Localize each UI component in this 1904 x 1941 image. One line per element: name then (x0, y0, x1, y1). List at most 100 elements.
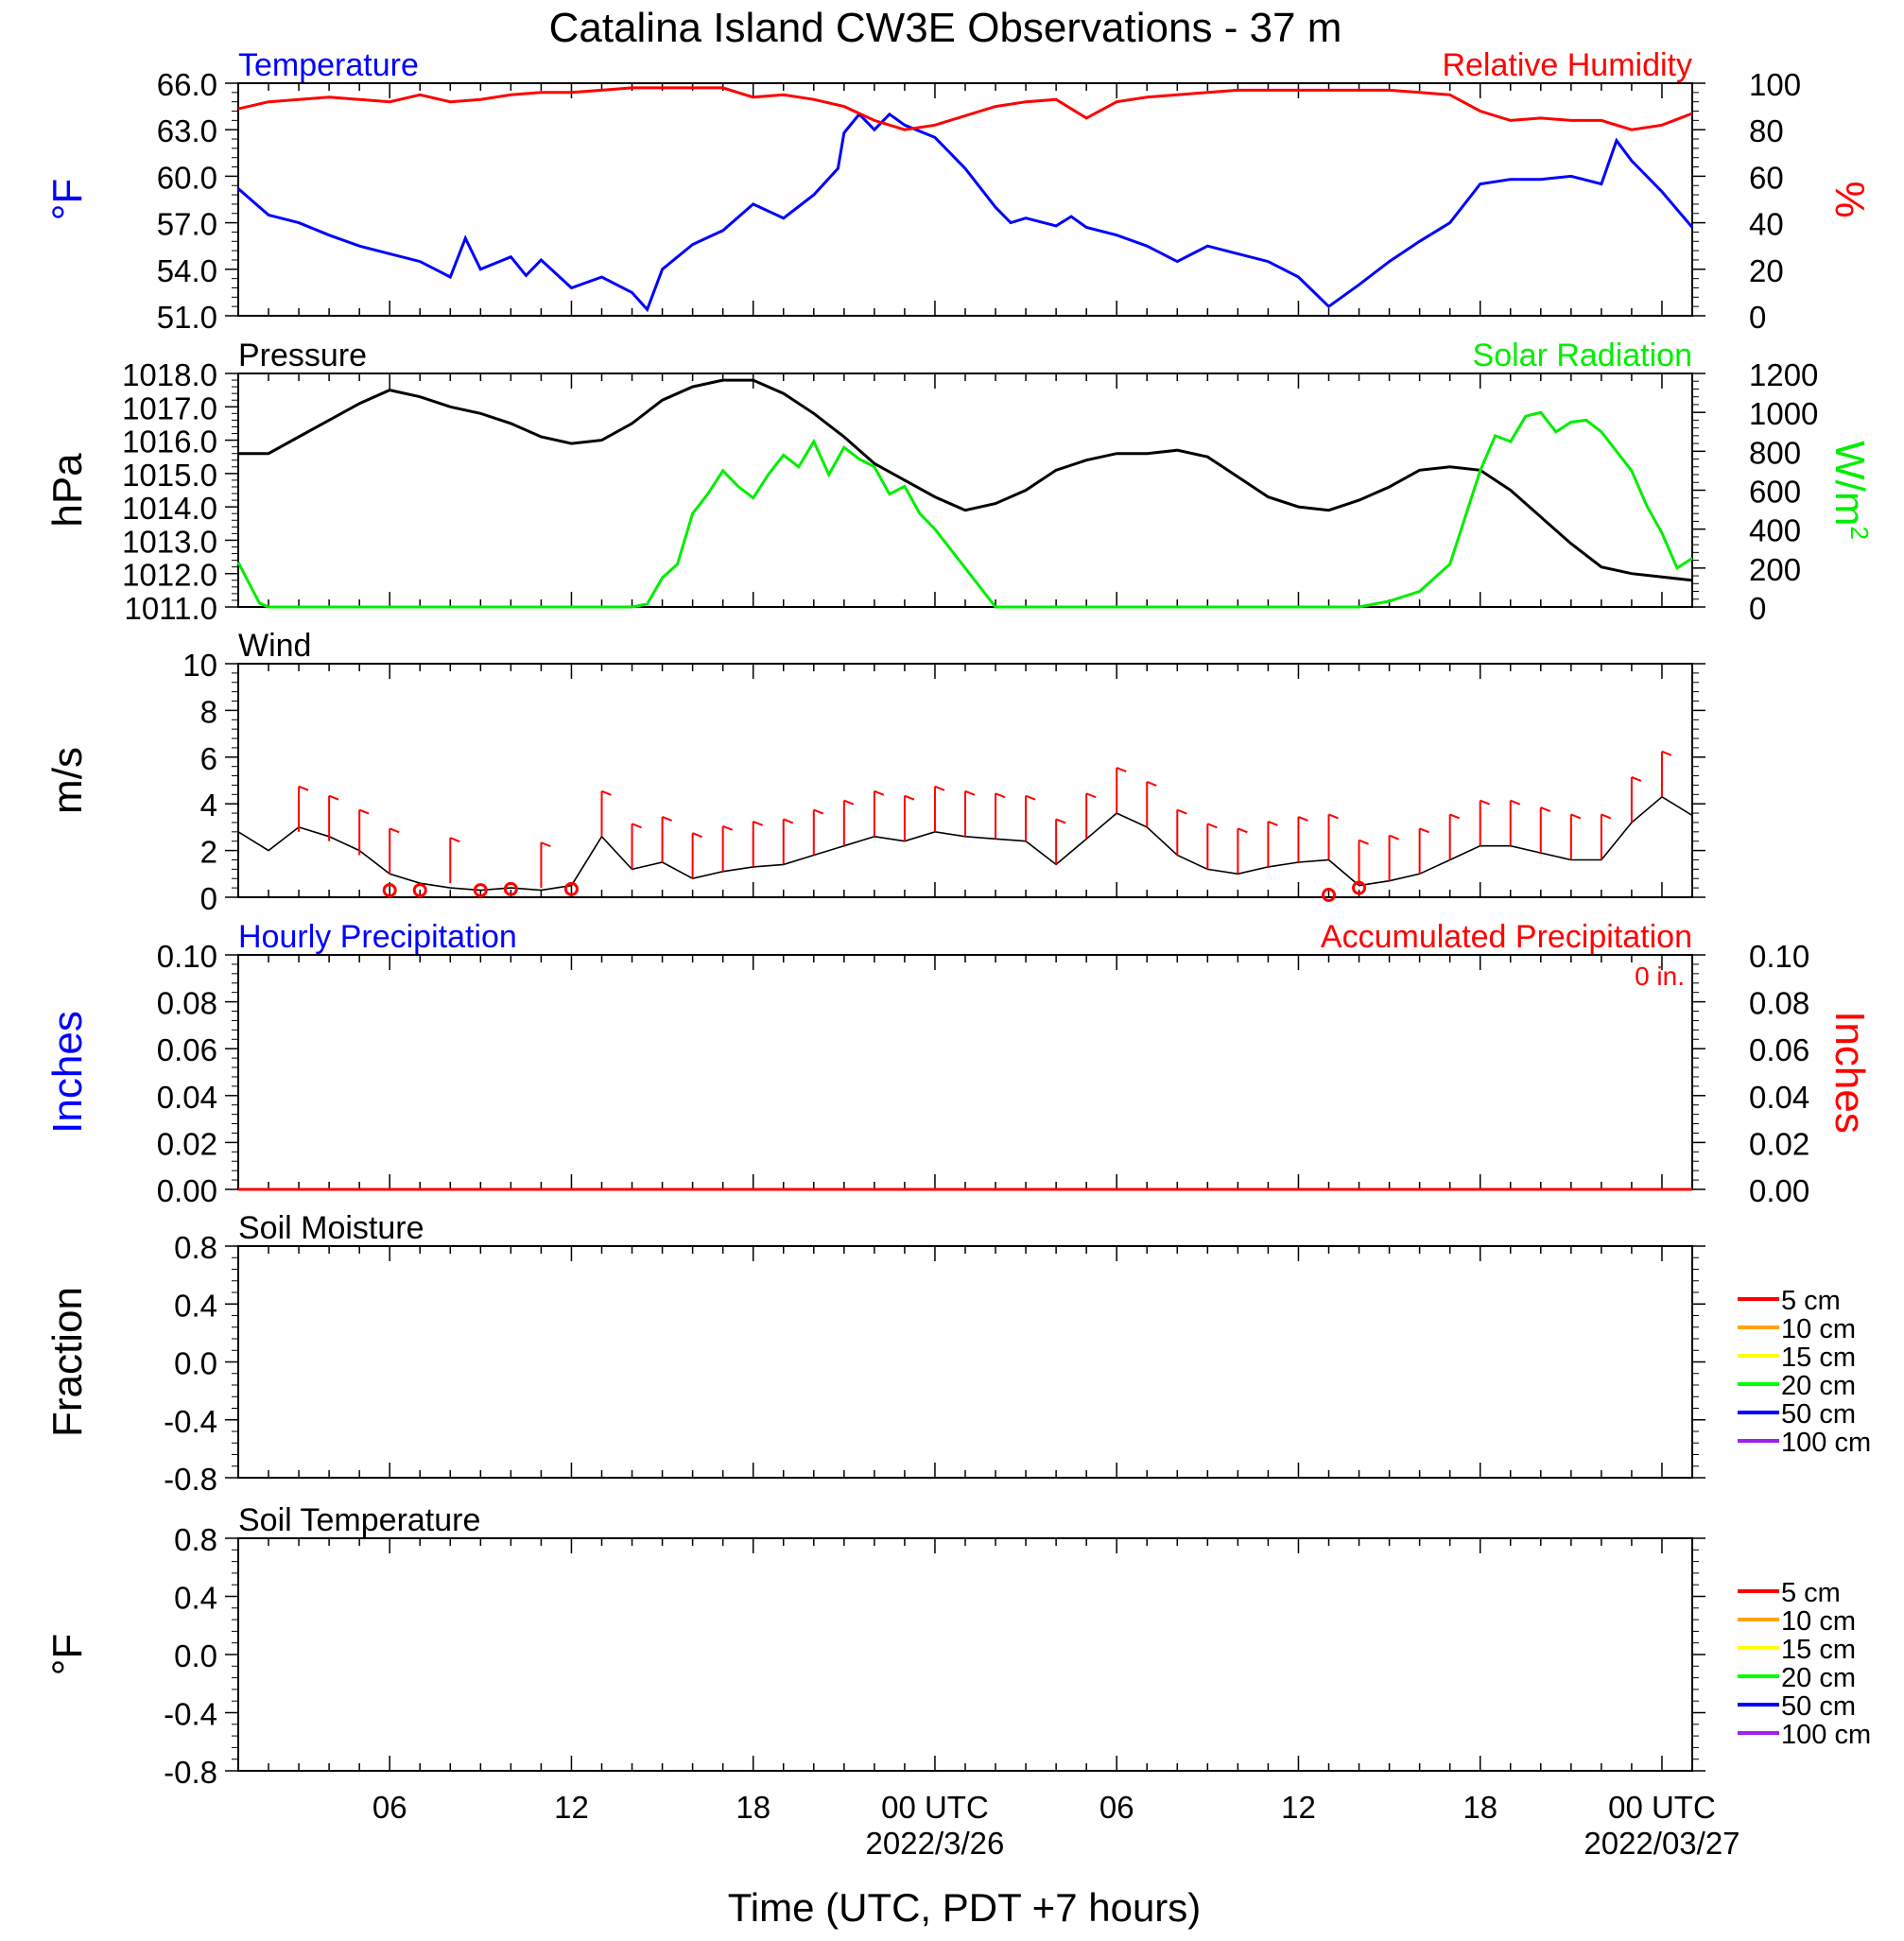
series-pressure (238, 378, 1693, 582)
y-left-tick-label: 1018.0 (122, 357, 217, 392)
wind-barb-flag (1025, 794, 1036, 801)
y-left-tick-label: 0 (200, 881, 217, 916)
y-left-tick-label: 1017.0 (122, 390, 217, 425)
panel-right-title: Accumulated Precipitation (1321, 919, 1692, 955)
y-left-tick-label: 1011.0 (125, 591, 217, 626)
y-left-axis-label: °F (44, 179, 91, 220)
y-left-tick-label: 57.0 (157, 207, 217, 242)
y-left-tick-label: 54.0 (157, 253, 217, 288)
y-left-tick-label: 60.0 (157, 160, 217, 195)
wind-barb-flag (1206, 823, 1218, 829)
y-left-tick-label: 8 (200, 694, 217, 729)
x-tick-label: 06 (1099, 1790, 1134, 1825)
x-tick-label: 12 (554, 1790, 589, 1825)
wind-barb-flag (1601, 813, 1612, 820)
y-left-tick-label: 0.08 (157, 986, 217, 1021)
y-right-tick-label: 0.10 (1749, 939, 1809, 974)
x-tick-label: 00 UTC (881, 1790, 989, 1825)
y-right-tick-label: 0 (1749, 591, 1766, 626)
legend-label: 50 cm (1781, 1399, 1856, 1430)
wind-barb-flag (541, 841, 551, 848)
y-left-tick-label: 0.00 (157, 1173, 217, 1208)
y-left-tick-label: 51.0 (157, 300, 217, 335)
wind-barb-flag (753, 820, 764, 826)
panel-left-title: Hourly Precipitation (238, 919, 517, 955)
y-right-tick-label: 0.02 (1749, 1126, 1809, 1161)
wind-barb-flag (328, 794, 339, 801)
y-right-tick-label: 600 (1749, 475, 1801, 510)
wind-barb-flag (995, 792, 1006, 799)
wind-barb-flag (1510, 799, 1521, 806)
wind-barb-flag (662, 816, 672, 822)
panel-left-title: Wind (238, 628, 311, 664)
y-left-tick-label: 0.4 (174, 1288, 217, 1323)
panel-soil_moisture: 0.8 0.4 0.0 -0.4 -0.8 Soil Moisture Fraction 5 … (44, 1210, 1871, 1497)
y-left-axis-label: m/s (44, 747, 91, 814)
y-left-tick-label: 1015.0 (122, 458, 217, 493)
wind-barb-flag (813, 808, 824, 815)
wind-barb-flag (632, 823, 642, 829)
y-right-tick-label: 80 (1749, 113, 1784, 148)
wind-barb-flag (449, 837, 460, 843)
wind-barb-flag (1055, 818, 1066, 824)
y-right-tick-label: 0.06 (1749, 1032, 1809, 1067)
panel-right-title: Relative Humidity (1442, 47, 1692, 83)
panel-pressure_solar: 1018.01017.01016.01015.01014.01013.01012… (44, 338, 1874, 626)
y-left-tick-label: 0.0 (174, 1346, 217, 1381)
wind-barb-flag (1661, 750, 1672, 756)
legend-label: 20 cm (1781, 1371, 1856, 1401)
series-wind (237, 795, 1693, 892)
x-tick-label: 06 (372, 1790, 407, 1825)
wind-barb-flag (1298, 816, 1308, 822)
y-right-tick-label: 0.04 (1749, 1080, 1809, 1115)
legend-label: 100 cm (1781, 1720, 1871, 1750)
panel-temperature_humidity: 66.0 63.0 60.0 57.0 54.0 51.0 100 80 60 40 20 0 Temp… (44, 47, 1873, 335)
wind-barb-flag (1268, 820, 1278, 826)
wind-barb-flag (1389, 834, 1399, 841)
y-left-tick-label: 1012.0 (122, 558, 217, 593)
legend-label: 50 cm (1781, 1691, 1856, 1722)
y-left-tick-label: 1013.0 (122, 524, 217, 559)
wind-barb-flag (934, 785, 945, 791)
legend-label: 15 cm (1781, 1635, 1856, 1665)
y-left-tick-label: 0.4 (174, 1581, 217, 1616)
y-left-tick-label: 0.0 (174, 1638, 217, 1673)
x-tick-label: 00 UTC (1608, 1790, 1716, 1825)
y-left-tick-label: 2 (200, 835, 217, 870)
y-left-tick-label: 0.10 (157, 939, 217, 974)
y-left-tick-label: 6 (200, 741, 217, 776)
y-left-tick-label: 0.8 (174, 1522, 217, 1557)
panel-left-title: Temperature (238, 47, 419, 83)
y-right-tick-label: 0.08 (1749, 986, 1809, 1021)
wind-barb-flag (1238, 827, 1248, 834)
panel-left-title: Pressure (238, 338, 367, 373)
wind-barb-flag (358, 808, 370, 815)
x-tick-label: 18 (736, 1790, 770, 1825)
y-left-tick-label: 0.06 (157, 1032, 217, 1067)
wind-barb-flag (783, 818, 794, 824)
y-left-tick-label: 0.04 (157, 1080, 217, 1115)
legend-label: 20 cm (1781, 1663, 1856, 1693)
series-relative-humidity (237, 86, 1693, 131)
y-left-tick-label: 0.02 (157, 1126, 217, 1161)
wind-barb-flag (1480, 799, 1491, 806)
plot-frame (237, 954, 1693, 1190)
y-left-tick-label: 0.8 (174, 1230, 217, 1265)
plot-frame (237, 663, 1693, 898)
wind-barb-flag (1419, 827, 1429, 834)
y-left-tick-label: -0.4 (164, 1697, 217, 1732)
y-right-axis-label: W/m2 (1826, 441, 1874, 540)
y-left-tick-label: 66.0 (157, 67, 217, 102)
legend-label: 10 cm (1781, 1606, 1856, 1637)
chart-title: Catalina Island CW3E Observations - 37 m (549, 5, 1342, 51)
wind-barb-flag (843, 799, 855, 806)
panel-left-title: Soil Temperature (238, 1502, 480, 1538)
legend-label: 5 cm (1781, 1578, 1841, 1608)
y-left-tick-label: 4 (200, 788, 217, 823)
plot-frame (237, 1537, 1693, 1772)
wind-barb-flag (1540, 806, 1551, 812)
wind-barb-flag (1359, 839, 1369, 845)
y-right-tick-label: 100 (1749, 67, 1801, 102)
wind-barb-flag (1176, 808, 1187, 815)
